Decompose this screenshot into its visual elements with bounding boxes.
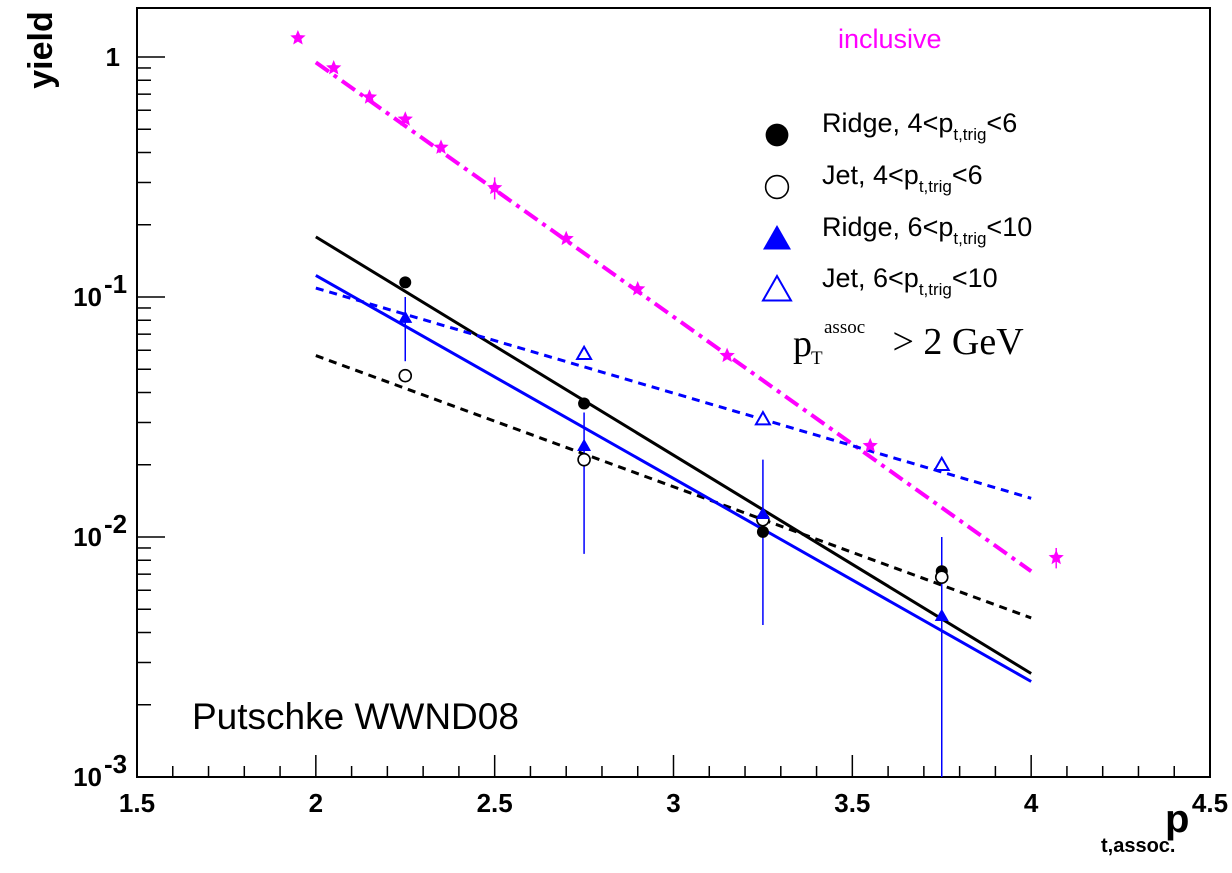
inclusive-point <box>862 437 878 453</box>
inclusive-point <box>719 347 735 363</box>
x-tick-label: 4 <box>1024 788 1039 818</box>
inclusive-point <box>361 89 378 104</box>
y-tick-label-base: 10 <box>73 282 102 312</box>
y-tick-label: 1 <box>106 42 120 72</box>
inclusive-fit-line <box>314 60 1033 573</box>
x-tick-label: 3.5 <box>834 788 870 818</box>
x-tick-label: 3 <box>666 788 680 818</box>
y-tick-labels: 110-110-210-3 <box>73 42 127 792</box>
legend-marker <box>763 225 791 250</box>
legend-entry: Jet, 4<pt,trig<6 <box>764 160 983 200</box>
jet-4-6-fit-line <box>315 354 1032 620</box>
ridge-4-6-point <box>756 525 769 538</box>
inclusive-point <box>397 111 413 126</box>
x-axis-title-sub: t,assoc. <box>1101 835 1175 857</box>
y-tick-label-exp: -3 <box>104 749 127 779</box>
plot-frame <box>136 7 1211 778</box>
ridge-6-10-point <box>398 310 413 323</box>
pt-cut-main: p <box>793 323 812 365</box>
inclusive-point <box>558 230 574 246</box>
y-tick-label: 10 -1 <box>73 269 127 312</box>
jet-4-6-point <box>577 452 591 467</box>
ridge-4-6-fit-line <box>315 235 1032 675</box>
data-markers <box>290 30 1064 621</box>
jet-6-10-point <box>754 410 772 426</box>
y-tick-label: 10 -2 <box>73 509 127 552</box>
pt-cut-rest: > 2 GeV <box>883 321 1024 363</box>
inclusive-point <box>1048 549 1064 565</box>
ridge-6-10-point <box>755 506 770 519</box>
legend-label: Jet, 4<pt,trig<6 <box>822 160 983 196</box>
y-tick-label-base: 10 <box>73 762 102 792</box>
axis-ticks <box>136 56 1211 778</box>
x-tick-label: 1.5 <box>119 788 155 818</box>
x-tick-label: 2.5 <box>477 788 513 818</box>
x-axis-title: p <box>1165 797 1189 841</box>
pt-cut-sub: T <box>811 348 823 369</box>
y-tick-label-base: 10 <box>73 522 102 552</box>
x-tick-label: 4.5 <box>1192 788 1228 818</box>
legend-label: Ridge, 4<pt,trig<6 <box>822 108 1017 144</box>
inclusive-point <box>433 139 449 154</box>
legend-entry: Ridge, 4<pt,trig<6 <box>765 108 1017 147</box>
inclusive-label: inclusive <box>838 24 942 54</box>
pt-cut-label: p T assoc > 2 GeV <box>793 317 1024 369</box>
y-tick-label-exp: -2 <box>104 509 127 539</box>
legend-marker <box>761 273 793 302</box>
jet-4-6-point <box>398 368 413 383</box>
ridge-4-6-point <box>399 276 412 289</box>
legend-marker <box>764 174 790 200</box>
legend-entry: Jet, 6<pt,trig<10 <box>761 263 998 302</box>
pt-cut-sup: assoc <box>824 317 865 338</box>
inclusive-point <box>487 179 503 195</box>
inclusive-point <box>290 30 306 45</box>
credit-label: Putschke WWND08 <box>192 696 519 737</box>
legend-entry: Ridge, 6<pt,trig<10 <box>763 212 1032 250</box>
ridge-6-10-fit-line <box>315 274 1032 683</box>
ridge-4-6-point <box>578 397 591 410</box>
ridge-6-10-point <box>934 608 949 621</box>
y-tick-label-exp: -1 <box>104 269 127 299</box>
jet-6-10-point <box>933 455 951 471</box>
inclusive-point <box>630 281 646 296</box>
x-tick-label: 2 <box>309 788 323 818</box>
fit-lines <box>314 60 1033 683</box>
legend-label: Ridge, 6<pt,trig<10 <box>822 212 1032 248</box>
x-tick-labels: 1.5 2 2.5 3 3.5 4 4.5 <box>119 788 1228 818</box>
ridge-6-10-point <box>577 438 592 451</box>
legend-label: Jet, 6<pt,trig<10 <box>822 263 998 299</box>
inclusive-point <box>326 60 342 75</box>
jet-4-6-point <box>934 570 949 584</box>
jet-6-10-point <box>575 344 593 361</box>
y-axis-title: yield <box>22 11 60 88</box>
jet-6-10-fit-line <box>315 286 1032 500</box>
legend-marker <box>765 123 789 147</box>
y-tick-label: 10 -3 <box>73 749 127 792</box>
legend: Ridge, 4<pt,trig<6 Jet, 4<pt,trig<6 Ridge,… <box>761 108 1032 302</box>
